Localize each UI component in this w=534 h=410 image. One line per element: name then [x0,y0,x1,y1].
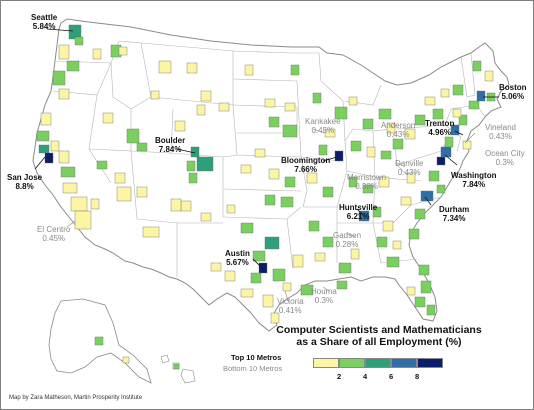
legend-tick-2: 2 [337,372,342,381]
label-bloomington: Bloomington 7.66% [281,156,331,174]
map-title: Computer Scientists and Mathematicians a… [269,324,489,348]
label-anderson: Anderson 0.43% [381,121,416,139]
leader-lines-bottom [66,124,476,304]
label-houma: Houma 0.3% [311,287,337,305]
label-boston: Boston 5.06% [499,83,527,101]
label-huntsville: Huntsville 6.21% [339,203,378,221]
alaska-metro [94,336,104,346]
leader-lines [34,28,499,268]
label-victoria: Victoria 0.41% [277,297,304,315]
label-ocean-city: Ocean City 0.3% [485,149,525,167]
state-borders [52,40,486,277]
legend-tick-8: 8 [415,372,420,381]
legend-swatch-5 [417,358,443,368]
metro-areas [36,24,496,324]
label-gadsen: Gadsen 0.28% [333,231,362,249]
legend-swatch-1 [313,358,339,368]
label-durham: Durham 7.34% [439,205,470,223]
legend-tick-4: 4 [363,372,368,381]
label-kankakee: Kankakee 0.45% [305,117,341,135]
label-austin: Austin 5.67% [225,249,250,267]
label-san-jose: San Jose 8.8% [7,173,43,191]
legend-swatch-4 [391,358,417,368]
legend-tick-6: 6 [389,372,394,381]
label-morristown: Morristown 0.38% [347,173,387,191]
legend-swatch-3 [365,358,391,368]
legend-bottom-label: Bottom 10 Metros [223,364,283,373]
label-el-centro: El Centro 0.45% [37,225,71,243]
hawaii-metro [173,363,180,370]
label-boulder: Boulder 7.84% [155,136,186,154]
map-credit: Map by Zara Matheson, Martin Prosperity … [9,395,143,401]
legend-swatch-2 [339,358,365,368]
label-seattle: Seattle 5.84% [31,13,58,31]
label-danville: Danville 0.43% [395,159,424,177]
label-washington: Washington 7.84% [451,171,497,189]
map-title-line2: as a Share of all Employment (%) [296,336,462,348]
label-vineland: Vineland 0.43% [485,123,516,141]
label-trenton: Trenton 4.96% [425,119,455,137]
legend-top-label: Top 10 Metros [231,353,282,362]
map-title-line1: Computer Scientists and Mathematicians [276,324,482,336]
alaska-metro [122,356,130,364]
